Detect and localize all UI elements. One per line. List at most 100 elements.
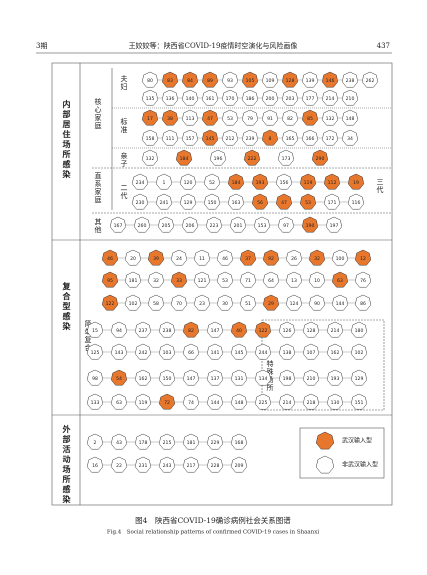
case-label: 177 [306,96,315,102]
case-label: 165 [286,136,295,142]
case-node [278,369,296,386]
case-label: 139 [306,78,315,84]
case-label: 178 [139,440,148,446]
case-node [323,173,341,190]
case-label: 190 [306,223,315,229]
case-node [86,321,104,338]
case-label: 225 [259,400,268,406]
case-node [254,393,272,410]
case-label: 29 [268,301,274,307]
case-label: 122 [106,301,115,307]
case-label: 193 [256,180,265,186]
case-label: 119 [139,400,148,406]
case-node [262,249,280,266]
case-label: 181 [187,440,196,446]
case-label: 214 [326,96,335,102]
case-node [241,109,259,126]
case-label: 34 [347,136,353,142]
case-node [110,393,128,410]
case-label: 121 [198,278,207,284]
case-label: 23 [199,301,205,307]
case-node [158,321,176,338]
case-node [354,294,372,311]
case-node [206,393,224,410]
case-node [86,456,104,473]
case-label: 129 [355,376,364,382]
case-label: 53 [227,116,233,122]
case-node [239,271,257,288]
case-label: 16 [92,463,98,469]
case-node [133,216,151,233]
case-node [241,89,259,106]
case-node [229,216,247,233]
group-label: 简单复合 [84,319,92,352]
case-node [354,271,372,288]
case-label: 147 [211,328,220,334]
case-node [323,193,341,210]
case-node [161,89,179,106]
case-label: 158 [146,136,155,142]
group-label: 二代 [120,184,128,200]
case-label: 111 [166,136,175,142]
case-label: 214 [331,328,340,334]
legend-swatch [315,455,335,474]
case-label: 128 [286,78,295,84]
case-label: 230 [136,200,145,206]
case-label: 85 [307,116,313,122]
case-node [201,89,219,106]
case-node [182,456,200,473]
case-label: 162 [331,350,340,356]
case-node [110,369,128,386]
case-node [281,129,299,146]
case-node [326,393,344,410]
case-node [193,249,211,266]
case-label: 122 [259,328,268,334]
case-label: 166 [306,136,315,142]
case-node [158,456,176,473]
case-node [302,393,320,410]
case-label: 137 [211,376,220,382]
case-label: 40 [236,328,242,334]
case-node [221,71,239,88]
case-node [158,393,176,410]
case-node [230,369,248,386]
case-node [331,249,349,266]
case-label: 222 [248,156,257,162]
case-node [285,271,303,288]
case-node [239,294,257,311]
case-label: 52 [209,180,215,186]
case-label: 209 [235,463,244,469]
case-node [221,89,239,106]
case-node [326,369,344,386]
case-node [285,294,303,311]
case-node [331,271,349,288]
case-label: 64 [268,278,274,284]
case-label: 260 [138,223,147,229]
case-label: 136 [166,96,175,102]
case-node [321,71,339,88]
case-label: 170 [226,96,235,102]
case-node [141,109,159,126]
case-label: 132 [326,116,335,122]
case-label: 125 [91,350,100,356]
case-node [254,321,272,338]
case-node [110,343,128,360]
group-label: 标准 [120,117,128,134]
case-label: 214 [283,400,292,406]
case-node [201,109,219,126]
case-label: 47 [281,200,287,206]
case-node [241,71,259,88]
case-label: 132 [146,156,155,162]
case-label: 238 [346,78,355,84]
legend-swatch [315,431,335,450]
case-label: 20 [130,256,136,262]
frame [51,62,393,506]
case-node [147,271,165,288]
case-label: 205 [162,223,171,229]
case-label: 144 [211,400,220,406]
case-label: 46 [222,256,228,262]
case-node [147,294,165,311]
case-label: 93 [227,78,233,84]
case-node [262,294,280,311]
